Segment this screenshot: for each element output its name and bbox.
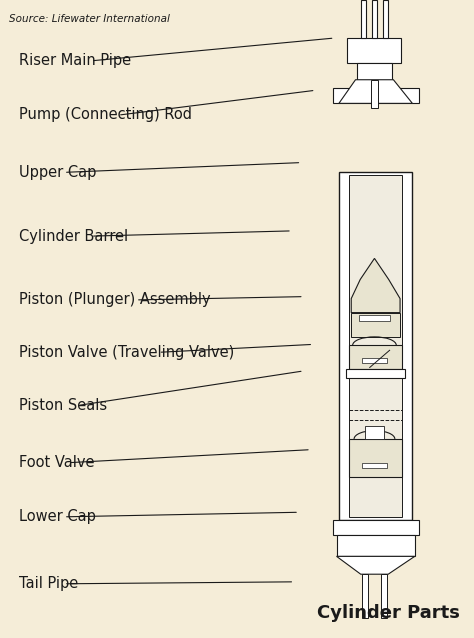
Bar [337, 535, 415, 556]
Bar [365, 426, 384, 439]
Text: Tail Pipe: Tail Pipe [19, 576, 78, 591]
Text: Pump (Connecting) Rod: Pump (Connecting) Rod [19, 107, 192, 122]
Bar [383, 0, 388, 38]
Text: Piston Seals: Piston Seals [19, 397, 107, 413]
Bar [359, 315, 390, 321]
Bar [349, 175, 402, 517]
Polygon shape [351, 258, 400, 313]
Bar [362, 358, 387, 363]
Bar [381, 574, 387, 618]
Bar [333, 88, 419, 103]
Text: Piston Valve (Traveling Valve): Piston Valve (Traveling Valve) [19, 345, 234, 360]
Polygon shape [337, 556, 415, 574]
Bar [362, 463, 387, 468]
Bar [351, 313, 400, 337]
Text: Piston (Plunger) Assembly: Piston (Plunger) Assembly [19, 292, 210, 308]
Bar [372, 80, 377, 108]
Text: Source: Lifewater International: Source: Lifewater International [9, 14, 170, 24]
Text: Lower Cap: Lower Cap [19, 509, 96, 524]
Text: Foot Valve: Foot Valve [19, 455, 94, 470]
Bar [357, 63, 392, 80]
Bar [333, 520, 419, 535]
Bar [349, 439, 402, 477]
Bar [362, 574, 368, 618]
Bar [349, 345, 402, 369]
Bar [339, 172, 412, 520]
Bar [361, 0, 366, 38]
Bar [347, 38, 401, 63]
Text: Upper Cap: Upper Cap [19, 165, 96, 180]
Text: Cylinder Barrel: Cylinder Barrel [19, 228, 128, 244]
Bar [372, 0, 377, 38]
Bar [346, 369, 405, 378]
Text: Riser Main Pipe: Riser Main Pipe [19, 53, 131, 68]
Text: Cylinder Parts: Cylinder Parts [317, 604, 460, 622]
Polygon shape [339, 80, 412, 103]
